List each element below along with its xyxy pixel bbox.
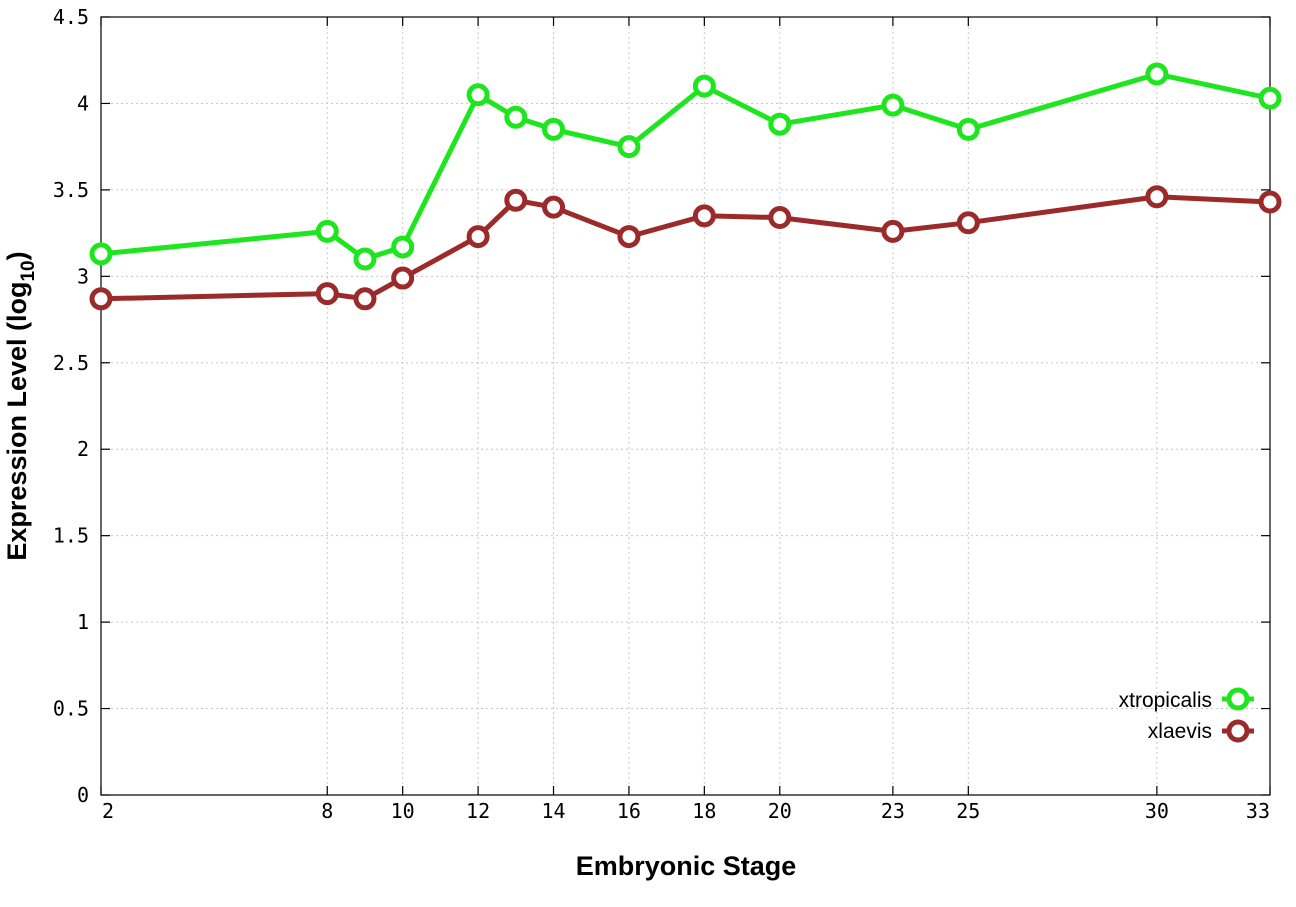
data-point-xlaevis [89,287,113,311]
x-tick-label: 25 [956,799,980,823]
plot-frame [100,16,1271,796]
series-line-xlaevis [100,194,1271,302]
y-axis-title: Expression Level (log10) [2,251,39,560]
data-point-xtropicalis [1145,62,1169,86]
data-point-xlaevis [1145,185,1169,209]
legend-marks [1222,687,1254,743]
y-tick-label: 1.5 [53,524,89,548]
data-point-xtropicalis [617,135,641,159]
axis-ticks [100,16,1271,796]
x-tick-label: 10 [391,799,415,823]
data-point-xtropicalis [504,105,528,129]
data-point-xlaevis [542,195,566,219]
data-point-xlaevis [692,204,716,228]
data-point-xlaevis [617,225,641,249]
y-tick-label: 2 [77,437,89,461]
grid [101,17,1270,795]
x-tick-label: 12 [466,799,490,823]
y-tick-label: 1 [77,610,89,634]
x-tick-label: 2 [102,799,114,823]
legend-label-xlaevis: xlaevis [1148,720,1212,743]
data-point-xtropicalis [956,117,980,141]
x-axis-title: Embryonic Stage [576,851,797,881]
data-point-xlaevis [466,225,490,249]
data-point-xtropicalis [692,74,716,98]
y-tick-label: 2.5 [53,351,89,375]
data-point-xtropicalis [315,219,339,243]
x-tick-label: 14 [541,799,565,823]
legend-label-xtropicalis: xtropicalis [1119,689,1212,712]
x-tick-label: 33 [1246,799,1270,823]
data-point-xtropicalis [768,112,792,136]
data-point-xlaevis [881,219,905,243]
series-line-xtropicalis [100,71,1271,262]
data-point-xtropicalis [89,242,113,266]
data-point-xtropicalis [1258,86,1282,110]
y-tick-label: 0.5 [53,697,89,721]
y-tick-label: 3.5 [53,178,89,202]
legend-marker-xlaevis [1226,719,1250,743]
data-point-xlaevis [391,266,415,290]
data-point-xtropicalis [542,117,566,141]
y-axis-title-main: Expression Level (log [2,282,32,561]
legend: xtropicalis xlaevis [1119,687,1254,743]
y-tick-label: 0 [77,783,89,807]
y-tick-label: 3 [77,264,89,288]
data-point-xlaevis [956,211,980,235]
tick-labels: 0 0.5 1 1.5 2 2.5 3 3.5 4 4.5 2 8 10 12 14 16 18 20 23 25 30… [53,5,1270,823]
data-point-xlaevis [1258,190,1282,214]
data-point-xlaevis [504,188,528,212]
data-point-xtropicalis [391,235,415,259]
data-point-xlaevis [353,287,377,311]
x-tick-label: 8 [321,799,333,823]
y-tick-label: 4 [77,91,89,115]
legend-marker-xtropicalis [1226,687,1250,711]
y-tick-label: 4.5 [53,5,89,29]
y-axis-title-close: ) [2,251,32,260]
data-point-xlaevis [768,206,792,230]
data-point-xtropicalis [353,247,377,271]
x-tick-label: 16 [617,799,641,823]
x-tick-label: 18 [692,799,716,823]
x-tick-label: 23 [881,799,905,823]
x-tick-label: 30 [1145,799,1169,823]
y-axis-title-subscript: 10 [18,260,39,281]
data-point-xtropicalis [881,93,905,117]
data-point-xtropicalis [466,83,490,107]
x-tick-label: 20 [768,799,792,823]
series-group [89,62,1282,311]
data-point-xlaevis [315,282,339,306]
